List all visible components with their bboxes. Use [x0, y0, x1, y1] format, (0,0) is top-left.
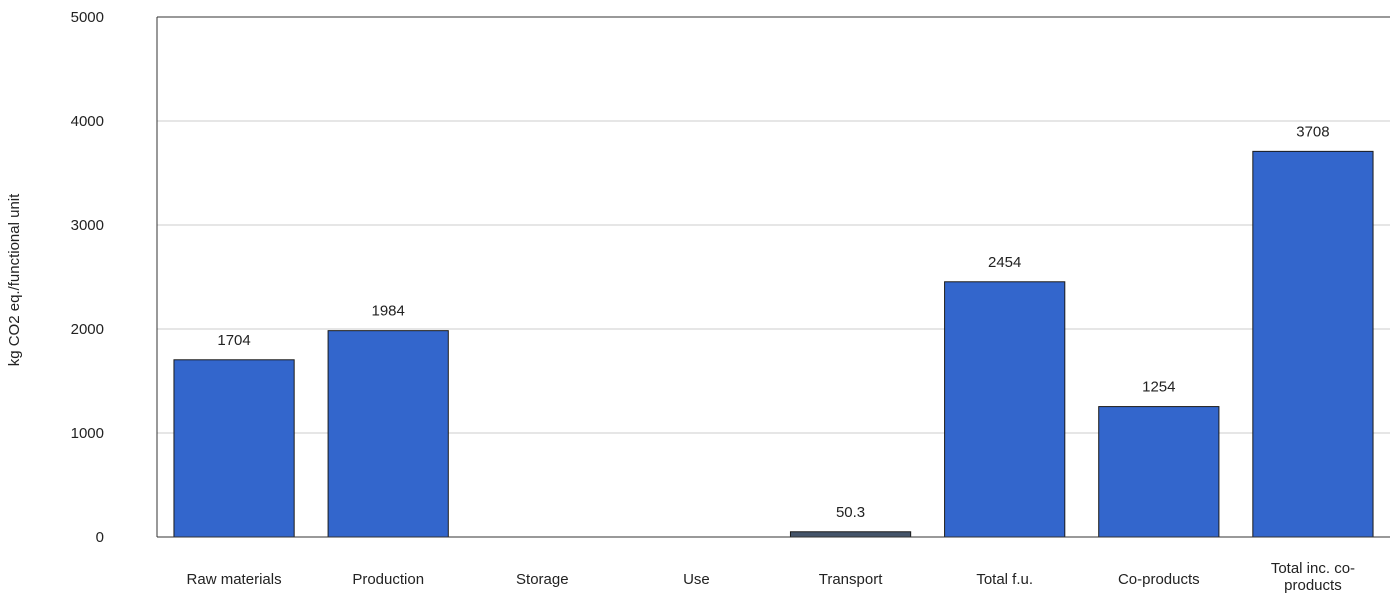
bar-value-label: 3708	[1296, 123, 1329, 140]
x-category-label: Raw materials	[187, 571, 282, 588]
y-tick-label: 1000	[71, 425, 104, 442]
x-category-label: Total inc. co-products	[1271, 560, 1355, 594]
x-category-label: Production	[352, 571, 424, 588]
y-tick-label: 5000	[71, 9, 104, 26]
bar-value-label: 2454	[988, 254, 1021, 271]
bar	[327, 330, 449, 538]
y-tick-label: 4000	[71, 113, 104, 130]
bar	[173, 359, 295, 538]
bar-value-label: 1984	[372, 303, 405, 320]
y-tick-label: 3000	[71, 217, 104, 234]
label-layer: 0 1000 2000 3000 4000 5000 1704 Raw materials 19…	[71, 9, 1355, 594]
bar	[1252, 150, 1374, 538]
x-category-label: Storage	[516, 571, 569, 588]
bar	[789, 531, 912, 538]
x-category-label: Total f.u.	[976, 571, 1033, 588]
y-tick-label: 0	[96, 529, 104, 546]
bar-value-label: 1254	[1142, 379, 1175, 396]
bar-value-label: 50.3	[836, 504, 865, 521]
x-category-label: Transport	[819, 571, 883, 588]
axis-layer	[156, 16, 1390, 538]
x-category-label: Use	[683, 571, 710, 588]
bar	[1098, 406, 1220, 538]
bar-value-label: 1704	[217, 332, 250, 349]
y-axis-title: kg CO2 eq./functional unit	[6, 193, 23, 366]
bar	[944, 281, 1066, 538]
y-tick-label: 2000	[71, 321, 104, 338]
x-category-label: Co-products	[1118, 571, 1200, 588]
bar-layer	[173, 150, 1374, 538]
